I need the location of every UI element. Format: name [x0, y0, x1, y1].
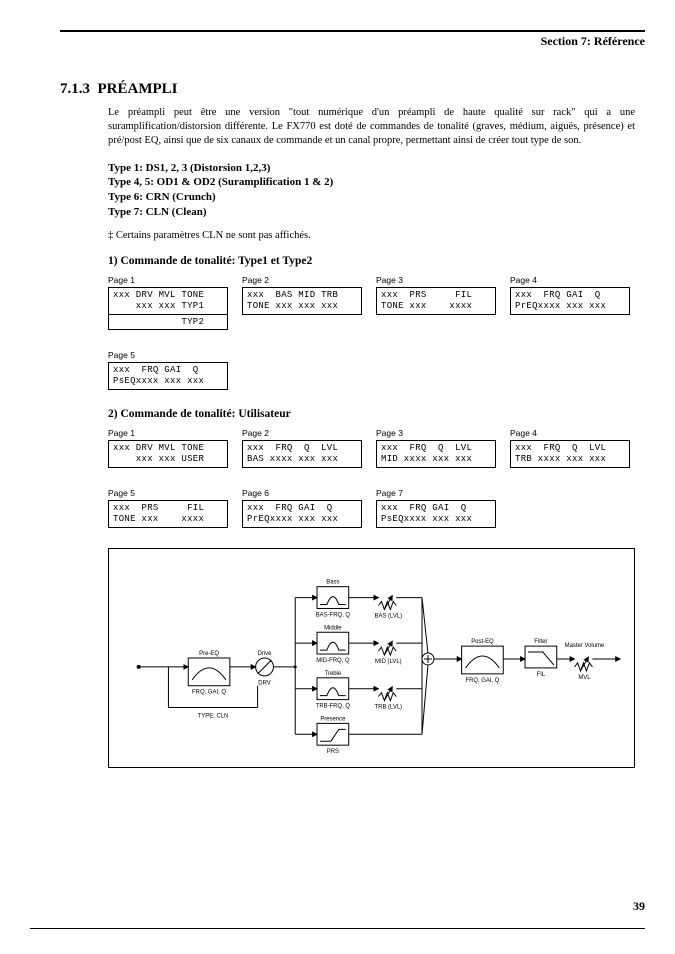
svg-text:PRS: PRS: [327, 749, 339, 755]
lcd-page: Page 5 xxx FRQ GAI Q PsEQxxxx xxx xxx: [108, 350, 228, 390]
svg-text:TRB-FRQ, Q: TRB-FRQ, Q: [316, 703, 351, 709]
page-number: 39: [633, 899, 645, 914]
svg-text:Post-EQ: Post-EQ: [471, 639, 494, 645]
svg-text:MVL: MVL: [578, 675, 591, 681]
lcd-page: Page 5 xxx PRS FIL TONE xxx xxxx: [108, 488, 228, 528]
section-number: 7.1.3: [60, 81, 90, 97]
lcd-display: xxx FRQ GAI Q PsEQxxxx xxx xxx: [108, 362, 228, 390]
svg-text:Bass: Bass: [326, 580, 339, 586]
lcd-display: xxx FRQ GAI Q PrEQxxxx xxx xxx: [242, 500, 362, 528]
svg-text:Presence: Presence: [320, 716, 346, 722]
type-list: Type 1: DS1, 2, 3 (Distorsion 1,2,3)Type…: [108, 161, 645, 220]
section-title: 7.1.3 PRÉAMPLI: [60, 81, 645, 98]
type-line: Type 6: CRN (Crunch): [108, 190, 645, 205]
lcd-display: xxx DRV MVL TONE xxx xxx TYP1: [108, 287, 228, 315]
lcd-page: Page 1 xxx DRV MVL TONE xxx xxx USER: [108, 428, 228, 468]
svg-text:BAS (LVL): BAS (LVL): [375, 613, 403, 619]
lcd-page-label: Page 4: [510, 428, 630, 438]
note: ‡ Certains paramètres CLN ne sont pas af…: [108, 230, 645, 241]
page: Section 7: Référence 7.1.3 PRÉAMPLI Le p…: [0, 0, 675, 954]
svg-text:MID-FRQ, Q: MID-FRQ, Q: [316, 658, 350, 664]
svg-text:FRQ, GAI, Q: FRQ, GAI, Q: [465, 678, 499, 684]
lcd-display: xxx FRQ Q LVL BAS xxxx xxx xxx: [242, 440, 362, 468]
lcd-display: xxx PRS FIL TONE xxx xxxx: [376, 287, 496, 315]
lcd-page: Page 2 xxx BAS MID TRB TONE xxx xxx xxx: [242, 275, 362, 330]
lcd-page-label: Page 3: [376, 428, 496, 438]
lcd-page: Page 3 xxx FRQ Q LVL MID xxxx xxx xxx: [376, 428, 496, 468]
lcd-page: Page 6 xxx FRQ GAI Q PrEQxxxx xxx xxx: [242, 488, 362, 528]
lcd-page-label: Page 6: [242, 488, 362, 498]
lcd-display: xxx FRQ GAI Q PrEQxxxx xxx xxx: [510, 287, 630, 315]
lcd-page-label: Page 4: [510, 275, 630, 285]
type-line: Type 4, 5: OD1 & OD2 (Suramplification 1…: [108, 175, 645, 190]
lcd-grid-2: Page 1xxx DRV MVL TONE xxx xxx USERPage …: [108, 428, 645, 528]
svg-text:Filter: Filter: [534, 639, 547, 645]
lcd-page-label: Page 2: [242, 275, 362, 285]
section-name: PRÉAMPLI: [98, 81, 178, 97]
svg-text:Treble: Treble: [325, 671, 342, 677]
svg-text:Pre-EQ: Pre-EQ: [199, 651, 219, 657]
svg-text:Master Volume: Master Volume: [565, 643, 605, 649]
section-header: Section 7: Référence: [60, 30, 645, 53]
type-line: Type 7: CLN (Clean): [108, 205, 645, 220]
lcd-page: Page 7 xxx FRQ GAI Q PsEQxxxx xxx xxx: [376, 488, 496, 528]
lcd-page-label: Page 3: [376, 275, 496, 285]
lcd-display: xxx FRQ Q LVL TRB xxxx xxx xxx: [510, 440, 630, 468]
lcd-page: Page 1 xxx DRV MVL TONE xxx xxx TYP1 TYP2: [108, 275, 228, 330]
svg-text:TRB (LVL): TRB (LVL): [375, 704, 403, 710]
svg-text:MID (LVL): MID (LVL): [375, 659, 402, 665]
lcd-page: Page 4 xxx FRQ GAI Q PrEQxxxx xxx xxx: [510, 275, 630, 330]
lcd-page-label: Page 1: [108, 275, 228, 285]
subsection-2-title: 2) Commande de tonalité: Utilisateur: [108, 408, 645, 420]
svg-text:Middle: Middle: [324, 625, 342, 631]
signal-flow-diagram: Pre-EQ FRQ, GAI, Q Drive DRV Bass BAS-FRQ, Q M…: [108, 548, 635, 768]
lcd-display: xxx BAS MID TRB TONE xxx xxx xxx: [242, 287, 362, 315]
svg-text:TYPE: CLN: TYPE: CLN: [198, 713, 229, 719]
svg-text:DRV: DRV: [258, 681, 270, 687]
lcd-display: xxx PRS FIL TONE xxx xxxx: [108, 500, 228, 528]
lcd-grid-1: Page 1 xxx DRV MVL TONE xxx xxx TYP1 TYP2…: [108, 275, 645, 390]
lcd-page: Page 3 xxx PRS FIL TONE xxx xxxx: [376, 275, 496, 330]
lcd-display: xxx FRQ GAI Q PsEQxxxx xxx xxx: [376, 500, 496, 528]
lcd-page: Page 4 xxx FRQ Q LVL TRB xxxx xxx xxx: [510, 428, 630, 468]
lcd-page-label: Page 5: [108, 350, 228, 360]
svg-text:FRQ, GAI, Q: FRQ, GAI, Q: [192, 690, 226, 696]
lcd-page: Page 2 xxx FRQ Q LVL BAS xxxx xxx xxx: [242, 428, 362, 468]
svg-text:Drive: Drive: [258, 651, 273, 657]
lcd-page-label: Page 2: [242, 428, 362, 438]
lcd-page-label: Page 7: [376, 488, 496, 498]
body-paragraph: Le préampli peut être une version "tout …: [108, 106, 635, 149]
svg-text:FIL: FIL: [537, 672, 546, 678]
footer-rule: [30, 928, 645, 929]
svg-text:BAS-FRQ, Q: BAS-FRQ, Q: [316, 612, 351, 618]
type-line: Type 1: DS1, 2, 3 (Distorsion 1,2,3): [108, 161, 645, 176]
lcd-display-extra: TYP2: [108, 314, 228, 330]
lcd-display: xxx FRQ Q LVL MID xxxx xxx xxx: [376, 440, 496, 468]
lcd-display: xxx DRV MVL TONE xxx xxx USER: [108, 440, 228, 468]
lcd-page-label: Page 5: [108, 488, 228, 498]
subsection-1-title: 1) Commande de tonalité: Type1 et Type2: [108, 255, 645, 267]
lcd-page-label: Page 1: [108, 428, 228, 438]
